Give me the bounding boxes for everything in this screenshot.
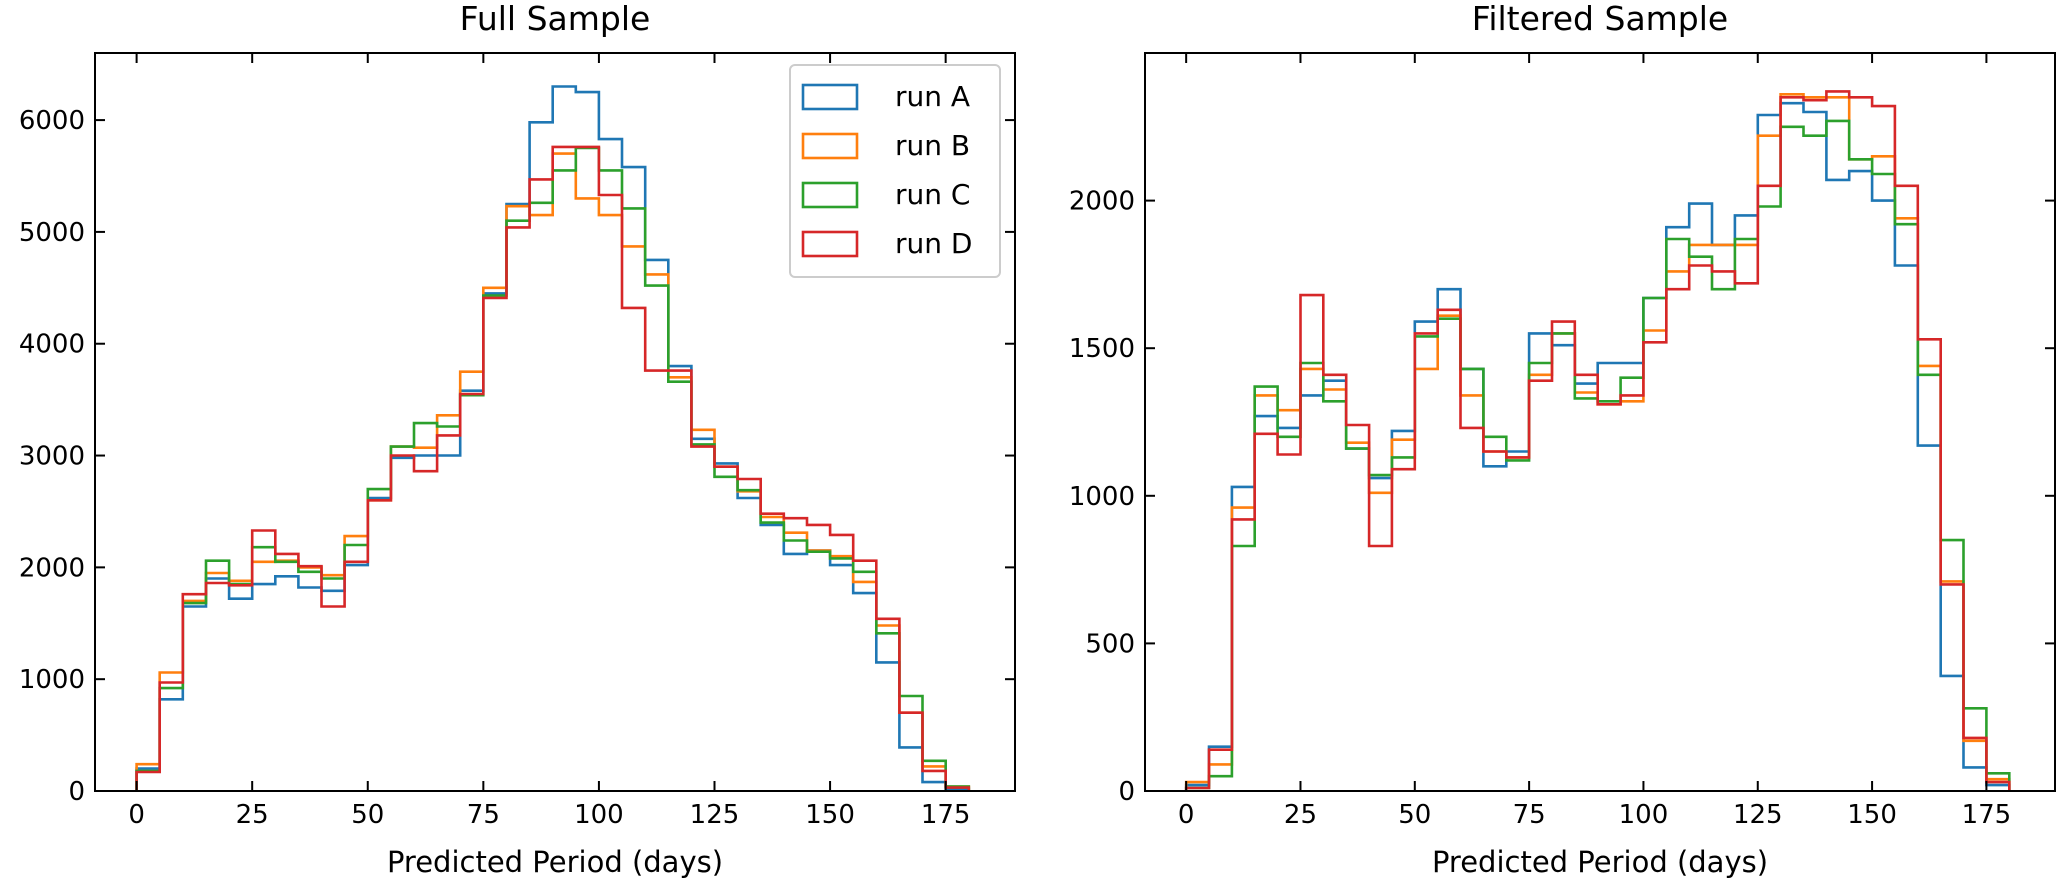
x-axis-label: Predicted Period (days): [1432, 845, 1768, 879]
series-line-run-d: [135, 145, 971, 791]
x-tick-label: 50: [1398, 800, 1431, 830]
x-tick-label: 150: [805, 800, 855, 830]
x-tick-label: 25: [236, 800, 269, 830]
filtered-sample-panel: Filtered Sample 0 25 50 75 100 125 150 175 0 500 10…: [1069, 0, 2056, 879]
legend-label: run A: [895, 80, 970, 113]
y-tick-label: 0: [68, 777, 85, 807]
legend-label: run C: [895, 178, 970, 211]
y-tick-label: 2000: [1069, 187, 1135, 217]
y-tick-label: 1000: [1069, 482, 1135, 512]
axes-frame: [1144, 52, 2056, 792]
y-tick-label: 6000: [19, 106, 85, 136]
x-tick-label: 25: [1284, 800, 1317, 830]
axes-frame: [94, 52, 1016, 792]
x-tick-label: 150: [1847, 800, 1897, 830]
x-tick-label: 125: [1733, 800, 1783, 830]
x-tick-label: 125: [690, 800, 740, 830]
y-tick-label: 4000: [19, 330, 85, 360]
x-tick-label: 75: [467, 800, 500, 830]
legend: run A run B run C run D: [789, 64, 1001, 278]
legend-label: run D: [895, 227, 972, 260]
x-tick-label: 100: [574, 800, 624, 830]
y-tick-label: 3000: [19, 442, 85, 472]
x-tick-label: 50: [351, 800, 384, 830]
x-tick-label: 75: [1513, 800, 1546, 830]
full-sample-panel: Full Sample 0 25 50 75 100 125 150 175 0 1000 2000 3…: [19, 0, 1016, 879]
y-tick-label: 1000: [19, 665, 85, 695]
chart-title: Full Sample: [460, 0, 651, 38]
x-tick-label: 0: [128, 800, 145, 830]
series-line-run-a: [135, 85, 971, 791]
legend-swatch-run-b: [801, 132, 859, 160]
legend-swatch-run-a: [801, 83, 859, 111]
series-group: [135, 85, 971, 791]
series-group: [1184, 90, 2011, 791]
x-tick-label: 0: [1178, 800, 1195, 830]
legend-swatch-run-d: [801, 230, 859, 258]
x-tick-label: 175: [921, 800, 971, 830]
x-axis-label: Predicted Period (days): [387, 845, 723, 879]
x-tick-label: 100: [1619, 800, 1669, 830]
y-tick-label: 2000: [19, 553, 85, 583]
legend-label: run B: [895, 129, 970, 162]
y-tick-label: 0: [1118, 777, 1135, 807]
series-line-run-d: [1184, 90, 2011, 791]
y-tick-label: 1500: [1069, 334, 1135, 364]
y-tick-label: 5000: [19, 218, 85, 248]
legend-box: [789, 64, 1001, 278]
legend-swatch-run-c: [801, 181, 859, 209]
y-tick-label: 500: [1085, 629, 1135, 659]
chart-title: Filtered Sample: [1472, 0, 1728, 38]
x-tick-label: 175: [1962, 800, 2012, 830]
